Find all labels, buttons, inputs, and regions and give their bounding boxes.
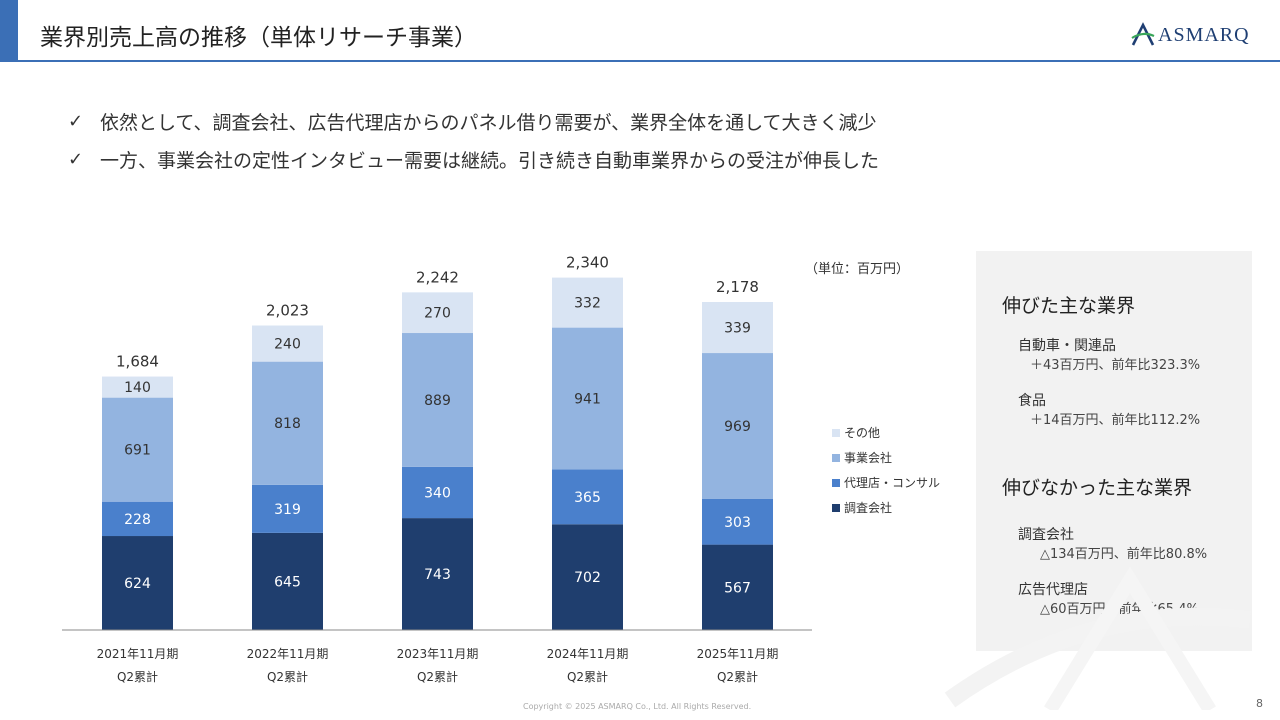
data-label: 140: [124, 380, 151, 396]
data-label: 645: [274, 574, 301, 590]
x-tick-label: Q2累計: [117, 669, 158, 684]
x-tick-label: Q2累計: [417, 669, 458, 684]
legend-label: 調査会社: [844, 501, 893, 515]
x-tick-label: 2024年11月期: [547, 647, 629, 661]
legend-label: 代理店・コンサル: [844, 476, 941, 490]
bar-segment: [252, 361, 323, 485]
copyright-text: Copyright © 2025 ASMARQ Co., Ltd. All Ri…: [523, 702, 752, 711]
x-tick-label: Q2累計: [567, 669, 608, 684]
data-label: 339: [724, 321, 751, 337]
bar-segment: [252, 325, 323, 362]
header-accent-bar: [0, 0, 18, 60]
bar-segment: [252, 484, 323, 533]
legend-item: 代理店・コンサル: [832, 470, 940, 495]
header: 業界別売上高の推移（単体リサーチ事業） ASMARQ: [0, 0, 1280, 62]
bar-segment: [252, 532, 323, 630]
data-label: 319: [274, 502, 301, 518]
legend-item: 事業会社: [832, 445, 940, 470]
bar-segment: [402, 518, 473, 630]
data-label: 624: [124, 576, 151, 592]
company-logo: ASMARQ: [1130, 20, 1250, 50]
bar-segment: [702, 353, 773, 499]
x-tick-label: 2025年11月期: [697, 647, 779, 661]
chart-legend: その他事業会社代理店・コンサル 調査会社: [832, 420, 940, 520]
total-label: 2,340: [566, 254, 609, 272]
industry-summary-panel: 伸びた主な業界 自動車・関連品 ＋43百万円、前年比323.3% 食品 ＋14百…: [976, 251, 1252, 651]
bar-segment: [702, 498, 773, 545]
data-label: 340: [424, 486, 451, 502]
legend-item: 調査会社: [832, 495, 940, 520]
legend-label: その他: [844, 426, 881, 440]
bullet-text: 一方、事業会社の定性インタビュー需要は継続。引き続き自動車業界からの受注が伸長し…: [100, 150, 880, 172]
logo-watermark-icon: [944, 566, 1252, 710]
industry-name: 食品: [1018, 393, 1046, 409]
data-label: 303: [724, 515, 751, 531]
page-title: 業界別売上高の推移（単体リサーチ事業）: [40, 25, 477, 51]
legend-swatch: [832, 503, 840, 512]
industry-name: 自動車・関連品: [1018, 338, 1116, 354]
data-label: 332: [574, 296, 601, 312]
data-label: 365: [574, 490, 601, 506]
page-number: 8: [1256, 697, 1263, 710]
x-tick-label: Q2累計: [717, 669, 758, 684]
bar-segment: [702, 544, 773, 630]
bullet-item: ✓ 依然として、調査会社、広告代理店からのパネル借り需要が、業界全体を通して大き…: [68, 108, 877, 135]
grew-heading: 伸びた主な業界: [1002, 295, 1136, 317]
legend-item: その他: [832, 420, 940, 445]
check-icon: ✓: [68, 111, 84, 132]
bar-segment: [402, 333, 473, 467]
data-label: 889: [424, 393, 451, 409]
bar-segment: [552, 524, 623, 630]
bar-segment: [552, 327, 623, 470]
bar-segment: [102, 536, 173, 630]
asmarq-logo-icon: [1131, 22, 1155, 46]
industry-detail: △134百万円、前年比80.8%: [1040, 547, 1208, 562]
bar-segment: [552, 277, 623, 328]
legend-swatch: [832, 453, 840, 462]
bar-segment: [102, 397, 173, 502]
industry-detail: ＋43百万円、前年比323.3%: [1030, 358, 1201, 373]
data-label: 702: [574, 570, 601, 586]
bar-segment: [402, 292, 473, 334]
data-label: 228: [124, 512, 151, 528]
legend-label: 事業会社: [844, 451, 893, 465]
check-icon: ✓: [68, 149, 84, 170]
industry-name: 広告代理店: [1018, 582, 1088, 598]
data-label: 691: [124, 443, 151, 459]
unit-label: （単位：百万円）: [805, 262, 910, 277]
data-label: 941: [574, 391, 601, 407]
total-label: 2,178: [716, 278, 759, 296]
data-label: 743: [424, 567, 451, 583]
x-tick-label: Q2累計: [267, 669, 308, 684]
industry-name: 調査会社: [1018, 527, 1074, 543]
total-label: 1,684: [116, 353, 159, 371]
total-label: 2,242: [416, 268, 459, 286]
data-label: 818: [274, 416, 301, 432]
bullet-text: 依然として、調査会社、広告代理店からのパネル借り需要が、業界全体を通して大きく減…: [100, 112, 877, 134]
bar-segment: [102, 376, 173, 398]
bar-segment: [102, 501, 173, 537]
legend-swatch: [832, 478, 840, 487]
data-label: 567: [724, 580, 751, 596]
header-divider: [0, 60, 1280, 62]
x-tick-label: 2022年11月期: [247, 647, 329, 661]
legend-swatch: [832, 428, 840, 437]
logo-text: ASMARQ: [1158, 23, 1250, 46]
data-label: 270: [424, 306, 451, 322]
x-tick-label: 2021年11月期: [97, 647, 179, 661]
bar-segment: [702, 301, 773, 354]
industry-detail: ＋14百万円、前年比112.2%: [1030, 413, 1201, 428]
x-tick-label: 2023年11月期: [397, 647, 479, 661]
stacked-bar-chart: 624 228 691 140 1,684 2021年11月期 Q2累計 645 319 818 2…: [62, 254, 812, 684]
bullet-item: ✓ 一方、事業会社の定性インタビュー需要は継続。引き続き自動車業界からの受注が伸…: [68, 146, 879, 173]
data-label: 969: [724, 419, 751, 435]
data-label: 240: [274, 337, 301, 353]
total-label: 2,023: [266, 301, 309, 319]
bar-segment: [552, 469, 623, 525]
declined-heading: 伸びなかった主な業界: [1002, 477, 1193, 499]
bar-segment: [402, 466, 473, 519]
